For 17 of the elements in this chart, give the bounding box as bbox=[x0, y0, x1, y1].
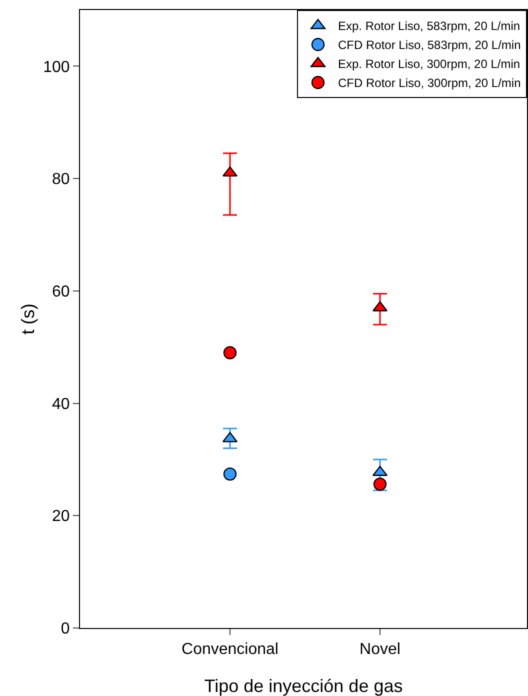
point bbox=[223, 346, 237, 360]
y-tick-label: 20 bbox=[52, 508, 70, 526]
legend-label: CFD Rotor Liso, 300rpm, 20 L/min bbox=[338, 76, 521, 90]
legend-label: Exp. Rotor Liso, 583rpm, 20 L/min bbox=[338, 19, 520, 34]
point bbox=[223, 467, 237, 481]
y-tick-label: 40 bbox=[52, 396, 70, 413]
x-tick-label: Convencional bbox=[182, 641, 278, 658]
y-tick-label: 80 bbox=[52, 171, 70, 188]
legend-label: CFD Rotor Liso, 583rpm, 20 L/min bbox=[338, 38, 521, 52]
y-tick-label: 60 bbox=[52, 284, 70, 301]
point bbox=[373, 478, 387, 491]
y-axis-title: t (s) bbox=[18, 304, 38, 334]
legend-label: Exp. Rotor Liso, 300rpm, 20 L/min bbox=[338, 57, 520, 72]
x-tick-label: Novel bbox=[360, 641, 400, 658]
x-axis-title: Tipo de inyección de gas bbox=[204, 676, 403, 696]
y-tick-label: 0 bbox=[60, 620, 70, 638]
y-tick-label: 100 bbox=[43, 58, 70, 76]
